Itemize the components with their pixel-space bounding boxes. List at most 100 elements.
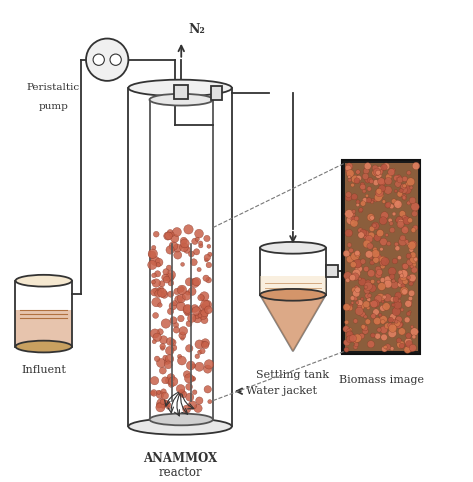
Circle shape <box>373 247 377 252</box>
Circle shape <box>402 194 406 199</box>
Circle shape <box>408 310 411 313</box>
Circle shape <box>379 256 386 264</box>
Circle shape <box>204 360 214 369</box>
Circle shape <box>151 245 156 250</box>
Circle shape <box>396 338 402 343</box>
Circle shape <box>167 402 171 406</box>
Circle shape <box>400 274 403 278</box>
Circle shape <box>198 295 204 301</box>
Circle shape <box>201 317 208 323</box>
Circle shape <box>355 265 362 272</box>
Ellipse shape <box>16 275 72 287</box>
Circle shape <box>401 184 406 189</box>
Circle shape <box>167 229 173 236</box>
Circle shape <box>192 307 201 315</box>
Circle shape <box>150 329 159 338</box>
Circle shape <box>373 309 379 315</box>
Circle shape <box>388 169 395 175</box>
Polygon shape <box>260 295 326 351</box>
Circle shape <box>159 367 166 374</box>
Circle shape <box>160 403 166 408</box>
Circle shape <box>406 259 413 266</box>
Circle shape <box>348 178 351 182</box>
Circle shape <box>186 321 192 327</box>
Circle shape <box>169 242 178 251</box>
Circle shape <box>176 385 185 393</box>
Circle shape <box>380 278 385 282</box>
Circle shape <box>406 242 409 245</box>
Circle shape <box>162 274 169 281</box>
Circle shape <box>373 168 381 175</box>
Circle shape <box>368 341 375 348</box>
Circle shape <box>184 225 193 234</box>
Circle shape <box>388 329 396 337</box>
Circle shape <box>389 274 395 279</box>
Circle shape <box>398 328 405 335</box>
Circle shape <box>167 308 174 315</box>
Circle shape <box>372 250 379 258</box>
Circle shape <box>356 301 359 304</box>
Circle shape <box>367 306 370 309</box>
Circle shape <box>356 170 360 174</box>
Circle shape <box>151 391 155 395</box>
Circle shape <box>396 175 402 181</box>
Circle shape <box>346 169 350 173</box>
Circle shape <box>363 301 370 308</box>
Circle shape <box>409 241 417 248</box>
Circle shape <box>351 175 359 183</box>
Text: Settling tank: Settling tank <box>256 370 330 380</box>
Bar <box>174 85 188 99</box>
Circle shape <box>196 397 203 404</box>
Text: Effluent: Effluent <box>342 254 388 264</box>
Circle shape <box>345 195 352 201</box>
Circle shape <box>181 263 184 266</box>
Circle shape <box>166 265 172 270</box>
Circle shape <box>159 281 165 287</box>
Circle shape <box>409 274 416 281</box>
Circle shape <box>365 280 371 286</box>
Circle shape <box>367 214 375 221</box>
Circle shape <box>184 371 191 378</box>
Circle shape <box>397 221 404 228</box>
Circle shape <box>362 173 368 180</box>
Circle shape <box>372 300 379 307</box>
Circle shape <box>359 208 363 212</box>
Circle shape <box>352 218 355 221</box>
Circle shape <box>351 216 356 222</box>
Circle shape <box>180 237 187 244</box>
Circle shape <box>413 225 418 230</box>
Circle shape <box>346 278 350 282</box>
Circle shape <box>392 308 401 316</box>
Circle shape <box>370 280 375 284</box>
Circle shape <box>201 295 205 300</box>
Circle shape <box>367 198 372 203</box>
Circle shape <box>369 226 375 231</box>
Circle shape <box>390 297 395 302</box>
Circle shape <box>195 340 204 348</box>
Circle shape <box>160 344 166 349</box>
Circle shape <box>190 259 197 266</box>
Circle shape <box>161 389 166 394</box>
Circle shape <box>193 390 197 394</box>
Circle shape <box>391 168 395 172</box>
Circle shape <box>188 401 197 410</box>
Circle shape <box>397 341 404 348</box>
Circle shape <box>377 328 381 332</box>
Circle shape <box>348 175 351 179</box>
Circle shape <box>402 227 409 234</box>
Circle shape <box>381 257 389 266</box>
Circle shape <box>409 276 415 283</box>
Circle shape <box>351 194 358 200</box>
Circle shape <box>405 340 412 348</box>
Circle shape <box>204 386 211 393</box>
Circle shape <box>406 333 412 338</box>
Circle shape <box>386 281 390 286</box>
Circle shape <box>361 324 366 329</box>
Circle shape <box>187 314 196 322</box>
Circle shape <box>156 263 160 267</box>
Circle shape <box>167 291 174 297</box>
Circle shape <box>388 317 394 322</box>
Circle shape <box>407 276 411 280</box>
Circle shape <box>377 178 385 185</box>
Circle shape <box>360 182 364 187</box>
